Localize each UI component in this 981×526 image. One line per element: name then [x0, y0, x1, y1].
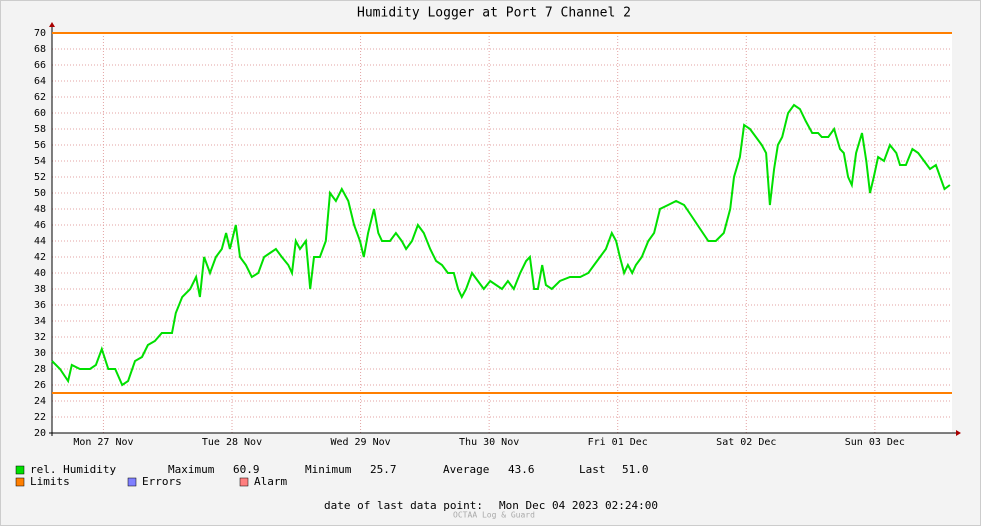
x-tick-label: Tue 28 Nov	[202, 437, 262, 448]
stat-label: Average	[443, 463, 489, 476]
y-tick-label: 46	[34, 220, 46, 231]
y-tick-label: 42	[34, 252, 46, 263]
legend-swatch	[15, 465, 25, 475]
legend-swatch	[239, 477, 249, 487]
y-tick-label: 54	[34, 156, 46, 167]
y-tick-label: 56	[34, 140, 46, 151]
y-tick-label: 20	[34, 428, 46, 439]
y-tick-label: 28	[34, 364, 46, 375]
stat-value: 43.6	[508, 463, 535, 476]
axis-arrow	[956, 430, 961, 436]
y-tick-label: 32	[34, 332, 46, 343]
y-tick-label: 66	[34, 60, 46, 71]
legend-label: Alarm	[254, 475, 287, 488]
y-tick-label: 22	[34, 412, 46, 423]
legend-label: Limits	[30, 475, 70, 488]
y-tick-label: 26	[34, 380, 46, 391]
y-tick-label: 24	[34, 396, 46, 407]
stat-value: 60.9	[233, 463, 260, 476]
legend-label: Errors	[142, 475, 182, 488]
y-tick-label: 36	[34, 300, 46, 311]
y-tick-label: 68	[34, 44, 46, 55]
plot-area	[52, 33, 952, 433]
data-line	[51, 103, 951, 387]
y-tick-label: 48	[34, 204, 46, 215]
y-tick-label: 70	[34, 28, 46, 39]
y-tick-label: 62	[34, 92, 46, 103]
x-tick-label: Mon 27 Nov	[73, 437, 133, 448]
stat-label: Minimum	[305, 463, 352, 476]
y-tick-label: 64	[34, 76, 46, 87]
axis-arrow	[49, 22, 55, 27]
footer-label: date of last data point:	[324, 499, 483, 512]
y-tick-label: 38	[34, 284, 46, 295]
x-tick-label: Fri 01 Dec	[588, 437, 648, 448]
legend-label: rel. Humidity	[30, 463, 116, 476]
stat-label: Maximum	[168, 463, 215, 476]
footer-value: Mon Dec 04 2023 02:24:00	[499, 499, 658, 512]
y-tick-label: 34	[34, 316, 46, 327]
stat-label: Last	[579, 463, 606, 476]
y-tick-label: 30	[34, 348, 46, 359]
watermark: OCTAA Log & Guard	[453, 511, 535, 520]
stat-value: 25.7	[370, 463, 397, 476]
y-tick-label: 60	[34, 108, 46, 119]
chart-title: Humidity Logger at Port 7 Channel 2	[357, 6, 631, 21]
y-tick-label: 44	[34, 236, 46, 247]
y-tick-label: 40	[34, 268, 46, 279]
legend-swatch	[127, 477, 137, 487]
x-tick-label: Sat 02 Dec	[716, 437, 776, 448]
x-tick-label: Wed 29 Nov	[330, 437, 390, 448]
legend-swatch	[15, 477, 25, 487]
y-tick-label: 50	[34, 188, 46, 199]
x-tick-label: Sun 03 Dec	[845, 437, 905, 448]
stat-value: 51.0	[622, 463, 649, 476]
x-tick-label: Thu 30 Nov	[459, 437, 519, 448]
y-tick-label: 52	[34, 172, 46, 183]
y-tick-label: 58	[34, 124, 46, 135]
